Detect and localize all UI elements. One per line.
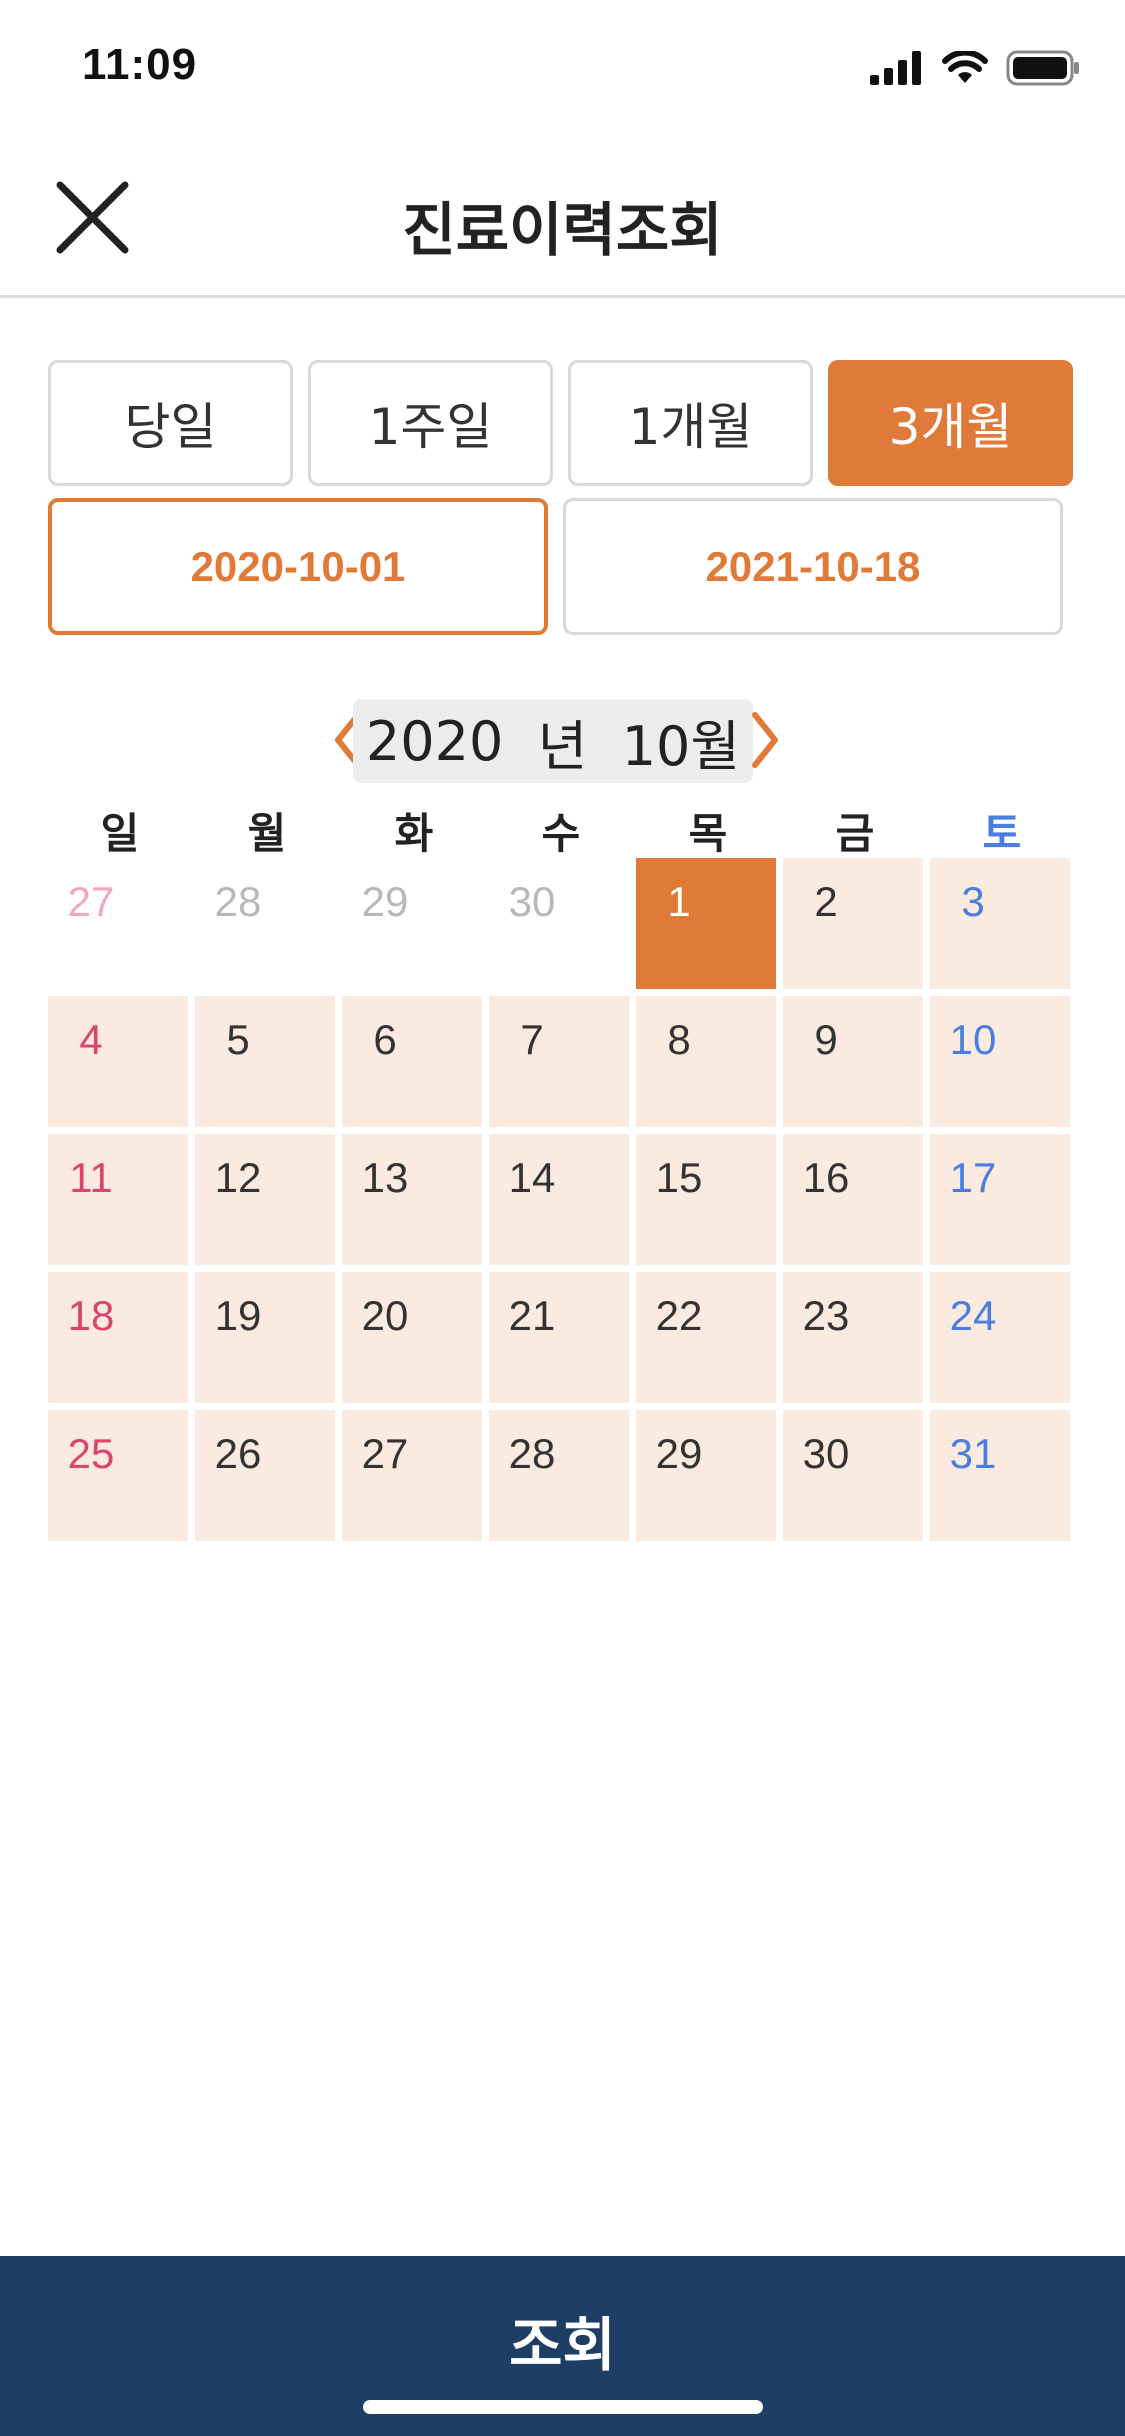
signal-icon <box>870 51 921 85</box>
calendar-day[interactable]: 22 <box>636 1272 776 1403</box>
calendar-day[interactable]: 10 <box>930 996 1070 1127</box>
calendar-day[interactable]: 21 <box>489 1272 629 1403</box>
calendar-day[interactable]: 9 <box>783 996 923 1127</box>
weekday-sat: 토 <box>982 809 1022 858</box>
calendar-day[interactable]: 19 <box>195 1272 335 1403</box>
period-button-1week[interactable]: 1주일 <box>308 360 553 486</box>
calendar-day[interactable]: 20 <box>342 1272 482 1403</box>
search-button-label: 조회 <box>509 2311 616 2379</box>
calendar-day[interactable]: 11 <box>48 1134 188 1265</box>
start-date-field[interactable]: 2020-10-01 <box>48 498 548 635</box>
end-date-field[interactable]: 2021-10-18 <box>563 498 1063 635</box>
weekday-header: 일 월 화 수 목 금 토 <box>48 800 1074 860</box>
calendar-day[interactable]: 31 <box>930 1410 1070 1541</box>
weekday-thu: 목 <box>688 809 728 858</box>
year-label: 2020 <box>365 709 504 773</box>
header: 진료이력조회 <box>0 135 1125 298</box>
calendar-day[interactable]: 13 <box>342 1134 482 1265</box>
calendar-day[interactable]: 5 <box>195 996 335 1127</box>
weekday-wed: 수 <box>541 809 581 858</box>
home-indicator <box>363 2400 763 2414</box>
calendar-day[interactable]: 8 <box>636 996 776 1127</box>
calendar-day[interactable]: 23 <box>783 1272 923 1403</box>
calendar-day[interactable]: 4 <box>48 996 188 1127</box>
month-value: 10월 <box>621 714 741 778</box>
calendar-day[interactable]: 24 <box>930 1272 1070 1403</box>
calendar-day[interactable]: 14 <box>489 1134 629 1265</box>
calendar-day[interactable]: 18 <box>48 1272 188 1403</box>
calendar-day[interactable]: 29 <box>636 1410 776 1541</box>
status-icons <box>870 48 1080 88</box>
status-time: 11:09 <box>82 40 198 89</box>
period-button-today[interactable]: 당일 <box>48 360 293 486</box>
calendar-day-selected[interactable]: 1 <box>636 858 776 989</box>
battery-icon <box>1006 50 1079 86</box>
calendar-day[interactable]: 7 <box>489 996 629 1127</box>
weekday-tue: 화 <box>394 809 434 858</box>
calendar-day[interactable]: 30 <box>508 878 556 925</box>
calendar-day[interactable]: 28 <box>489 1410 629 1541</box>
period-button-3months[interactable]: 3개월 <box>828 360 1073 486</box>
calendar-day[interactable]: 6 <box>342 996 482 1127</box>
year-suffix: 년 <box>537 714 588 778</box>
page-title: 진료이력조회 <box>402 196 723 264</box>
month-label[interactable]: 2020 년 10월 <box>353 699 753 783</box>
weekday-mon: 월 <box>247 809 287 858</box>
weekday-sun: 일 <box>100 809 140 858</box>
chevron-left-icon[interactable] <box>328 707 368 773</box>
period-button-1month[interactable]: 1개월 <box>568 360 813 486</box>
status-bar: 11:09 <box>0 0 1125 135</box>
calendar-day[interactable]: 30 <box>783 1410 923 1541</box>
calendar-day[interactable]: 2 <box>783 858 923 989</box>
calendar-day[interactable]: 3 <box>930 858 1070 989</box>
calendar-day[interactable]: 16 <box>783 1134 923 1265</box>
wifi-icon <box>942 51 988 83</box>
weekday-fri: 금 <box>835 809 875 858</box>
period-button-group: 당일 1주일 1개월 3개월 <box>48 360 1073 486</box>
chevron-right-icon[interactable] <box>745 707 785 773</box>
calendar-grid: 27 28 29 30 1 2 3 4 5 6 7 8 9 10 11 12 1… <box>48 858 1074 1548</box>
calendar-day[interactable]: 27 <box>342 1410 482 1541</box>
calendar-day[interactable]: 27 <box>67 878 115 925</box>
calendar-day[interactable]: 26 <box>195 1410 335 1541</box>
calendar-day[interactable]: 17 <box>930 1134 1070 1265</box>
calendar-day[interactable]: 28 <box>214 878 262 925</box>
month-navigation: 2020 년 10월 <box>320 695 780 785</box>
calendar-day[interactable]: 15 <box>636 1134 776 1265</box>
search-button[interactable]: 조회 <box>0 2256 1125 2436</box>
calendar-day[interactable]: 29 <box>361 878 409 925</box>
close-icon[interactable] <box>50 175 135 260</box>
calendar-day[interactable]: 12 <box>195 1134 335 1265</box>
calendar-day[interactable]: 25 <box>48 1410 188 1541</box>
